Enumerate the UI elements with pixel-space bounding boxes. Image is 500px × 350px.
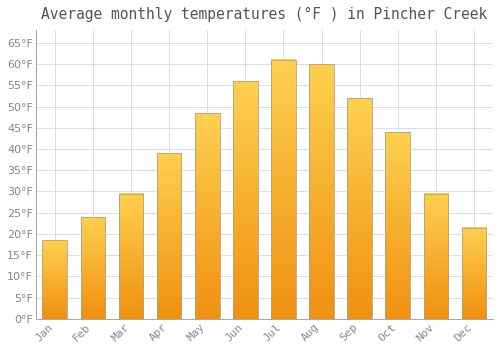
Bar [271, 60, 296, 319]
Bar [156, 153, 182, 319]
Bar [42, 240, 67, 319]
Bar [118, 194, 144, 319]
Bar [462, 228, 486, 319]
Title: Average monthly temperatures (°F ) in Pincher Creek: Average monthly temperatures (°F ) in Pi… [42, 7, 488, 22]
Bar [80, 217, 106, 319]
Bar [309, 64, 334, 319]
Bar [348, 98, 372, 319]
Bar [233, 81, 258, 319]
Bar [195, 113, 220, 319]
Bar [386, 132, 410, 319]
Bar [424, 194, 448, 319]
